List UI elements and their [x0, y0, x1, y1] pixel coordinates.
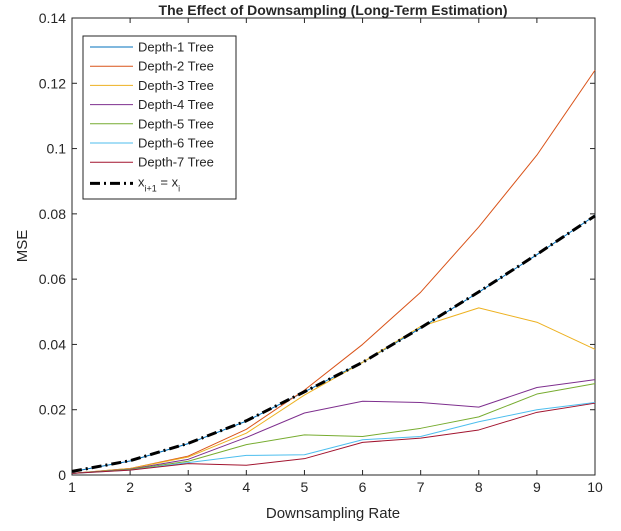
x-tick-label: 9	[533, 479, 541, 495]
legend-label-part: i	[178, 183, 180, 193]
x-tick-label: 6	[359, 479, 367, 495]
legend-label-part: i+1	[145, 183, 157, 193]
x-tick-label: 5	[301, 479, 309, 495]
legend-label-part: = x	[157, 174, 179, 189]
series-line-depth-4	[71, 379, 596, 474]
legend-label: Depth-2 Tree	[138, 59, 214, 74]
legend-label: Depth-6 Tree	[138, 136, 214, 151]
x-axis-title: Downsampling Rate	[266, 505, 400, 522]
chart-title: The Effect of Downsampling (Long-Term Es…	[159, 2, 508, 18]
identity-line	[71, 214, 596, 473]
series-line-depth-7	[71, 402, 596, 474]
y-tick-label: 0.1	[47, 141, 67, 157]
y-tick-label: 0.04	[39, 336, 66, 352]
x-tick-label: 10	[587, 479, 603, 495]
legend-label: Depth-1 Tree	[138, 40, 214, 55]
series-lines	[71, 69, 596, 474]
legend-label: Depth-5 Tree	[138, 116, 214, 131]
legend-label: Depth-7 Tree	[138, 155, 214, 170]
x-axis: 1 2 3 4 5 6 7 8 9 10	[68, 18, 603, 495]
y-axis-title: MSE	[14, 230, 31, 263]
legend-label: Depth-3 Tree	[138, 78, 214, 93]
x-tick-label: 8	[475, 479, 483, 495]
x-tick-label: 7	[417, 479, 425, 495]
y-tick-label: 0.02	[39, 402, 66, 418]
legend-label: Depth-4 Tree	[138, 97, 214, 112]
x-tick-label: 4	[242, 479, 250, 495]
y-tick-label: 0	[58, 467, 66, 483]
series-line-depth-5	[71, 383, 596, 474]
x-tick-label: 1	[68, 479, 76, 495]
legend: Depth-1 Tree Depth-2 Tree Depth-3 Tree Dept…	[82, 35, 237, 200]
y-tick-label: 0.08	[39, 206, 66, 222]
series-line-depth-3	[71, 307, 596, 474]
y-tick-label: 0.06	[39, 271, 66, 287]
legend-label-identity: xi+1 = xi	[138, 174, 180, 193]
y-axis: 0 0.02 0.04 0.06 0.08 0.1 0.12 0.14	[39, 10, 595, 483]
x-tick-label: 2	[126, 479, 134, 495]
legend-label-part: x	[138, 174, 145, 189]
y-tick-label: 0.14	[39, 10, 66, 26]
y-tick-label: 0.12	[39, 75, 66, 91]
legend-box	[82, 35, 237, 200]
x-tick-label: 3	[184, 479, 192, 495]
